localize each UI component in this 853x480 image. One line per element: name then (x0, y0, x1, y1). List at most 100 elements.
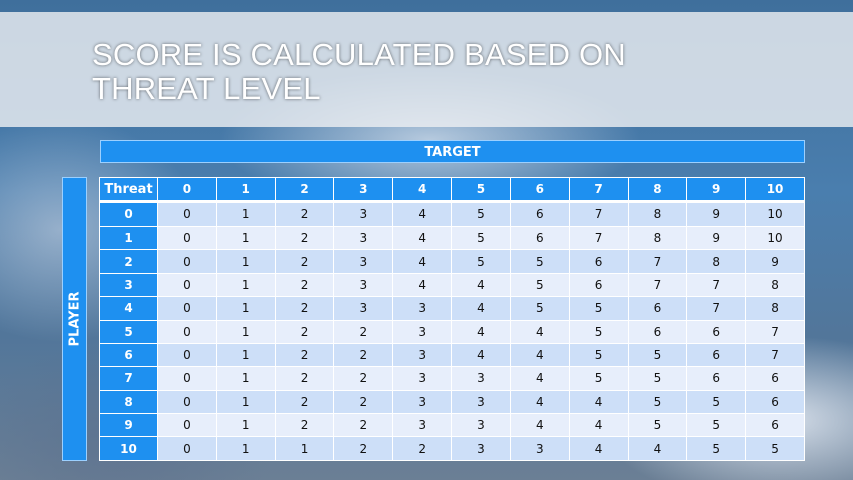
score-cell: 4 (392, 249, 453, 274)
score-cell: 1 (215, 249, 276, 274)
score-cell: 6 (745, 413, 805, 438)
score-cell: 5 (568, 366, 629, 391)
score-cell: 3 (451, 436, 511, 461)
score-cell: 3 (333, 201, 394, 227)
score-cell: 6 (686, 366, 747, 391)
score-cell: 0 (157, 225, 217, 251)
score-cell: 5 (627, 413, 688, 438)
score-cell: 2 (274, 342, 335, 368)
row-header: 8 (99, 389, 158, 415)
threat-score-table: Threat 0 1 2 3 4 5 6 7 8 9 10 0 0 1 2 3 4 5 6 7 8 9 10 1 0 1 2 3 4 5 6… (99, 177, 805, 461)
score-cell: 1 (215, 366, 276, 391)
row-header: 1 (99, 225, 158, 251)
score-cell: 2 (333, 342, 394, 368)
score-cell: 10 (745, 201, 805, 227)
score-cell: 7 (745, 319, 805, 344)
title-line-2: THREAT LEVEL (92, 71, 321, 106)
score-cell: 4 (392, 225, 453, 251)
score-cell: 5 (627, 389, 688, 415)
score-cell: 2 (274, 201, 335, 227)
score-cell: 9 (686, 201, 747, 227)
score-cell: 4 (509, 389, 570, 415)
score-cell: 4 (451, 342, 511, 368)
score-cell: 8 (745, 272, 805, 298)
score-cell: 7 (568, 225, 629, 251)
score-cell: 2 (392, 436, 453, 461)
score-cell: 6 (745, 389, 805, 415)
score-cell: 3 (451, 413, 511, 438)
score-cell: 6 (686, 342, 747, 368)
score-cell: 4 (451, 272, 511, 298)
score-cell: 0 (157, 296, 217, 321)
score-cell: 3 (451, 389, 511, 415)
score-cell: 3 (392, 319, 453, 344)
score-cell: 2 (333, 366, 394, 391)
row-header: 9 (99, 413, 158, 438)
score-cell: 6 (686, 319, 747, 344)
score-cell: 3 (333, 225, 394, 251)
row-header: 10 (99, 436, 158, 461)
row-header: 5 (99, 319, 158, 344)
column-header: 8 (627, 177, 688, 203)
column-header: 6 (509, 177, 570, 203)
table-row: 0 0 1 2 3 4 5 6 7 8 9 10 (99, 201, 805, 227)
score-cell: 4 (509, 342, 570, 368)
score-cell: 5 (451, 201, 511, 227)
score-cell: 0 (157, 249, 217, 274)
column-header: 7 (568, 177, 629, 203)
score-cell: 4 (568, 389, 629, 415)
score-cell: 4 (451, 296, 511, 321)
table-row: 1 0 1 2 3 4 5 6 7 8 9 10 (99, 225, 805, 251)
score-cell: 1 (215, 296, 276, 321)
score-cell: 5 (451, 225, 511, 251)
score-cell: 2 (333, 389, 394, 415)
score-cell: 5 (509, 249, 570, 274)
table-row: 10 0 1 1 2 2 3 3 4 4 5 5 (99, 436, 805, 461)
score-cell: 3 (392, 366, 453, 391)
score-cell: 10 (745, 225, 805, 251)
player-label-text: PLAYER (67, 291, 82, 347)
score-cell: 4 (451, 319, 511, 344)
score-cell: 3 (392, 342, 453, 368)
player-axis-label: PLAYER (62, 177, 87, 461)
score-cell: 2 (274, 225, 335, 251)
score-cell: 3 (333, 272, 394, 298)
score-cell: 7 (686, 296, 747, 321)
row-header: 4 (99, 296, 158, 321)
corner-header: Threat (99, 177, 158, 203)
score-cell: 5 (627, 366, 688, 391)
score-cell: 1 (215, 389, 276, 415)
score-cell: 4 (568, 436, 629, 461)
score-cell: 9 (686, 225, 747, 251)
score-cell: 2 (274, 389, 335, 415)
row-header: 2 (99, 249, 158, 274)
title-line-1: SCORE IS CALCULATED BASED ON (92, 37, 626, 72)
score-cell: 7 (627, 249, 688, 274)
score-cell: 1 (215, 436, 276, 461)
score-cell: 6 (509, 201, 570, 227)
row-header: 3 (99, 272, 158, 298)
score-cell: 6 (568, 272, 629, 298)
score-cell: 5 (509, 296, 570, 321)
score-cell: 8 (745, 296, 805, 321)
score-cell: 0 (157, 366, 217, 391)
score-cell: 5 (568, 342, 629, 368)
score-cell: 1 (274, 436, 335, 461)
column-header: 9 (686, 177, 747, 203)
header-row: Threat 0 1 2 3 4 5 6 7 8 9 10 (99, 177, 805, 203)
score-cell: 4 (568, 413, 629, 438)
score-cell: 8 (627, 225, 688, 251)
score-cell: 1 (215, 319, 276, 344)
column-header: 5 (451, 177, 511, 203)
row-header: 6 (99, 342, 158, 368)
column-header: 10 (745, 177, 805, 203)
score-cell: 7 (686, 272, 747, 298)
score-cell: 7 (745, 342, 805, 368)
score-cell: 3 (333, 296, 394, 321)
